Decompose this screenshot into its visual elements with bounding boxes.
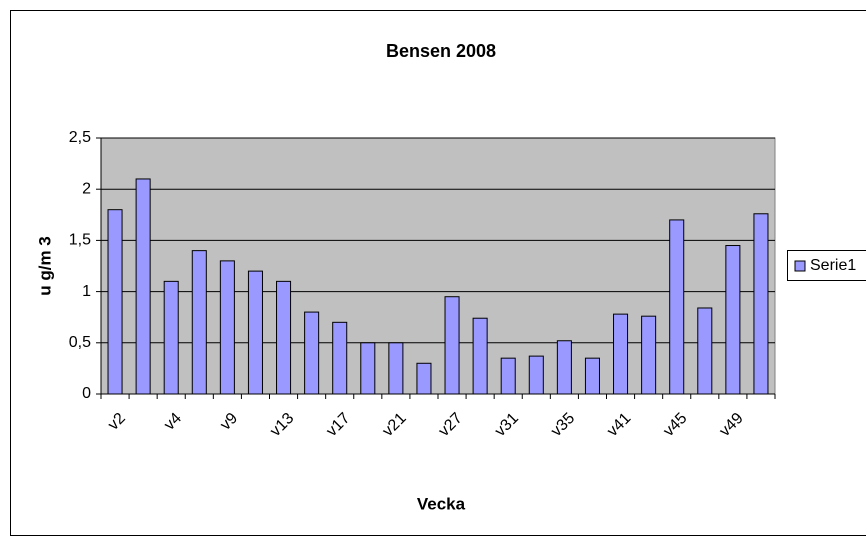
bar — [528, 355, 544, 395]
y-tick-label: 1 — [82, 283, 91, 300]
y-tick-label: 2,5 — [69, 129, 91, 146]
bar — [669, 219, 685, 395]
bar — [163, 280, 179, 395]
bar — [416, 362, 432, 395]
bar — [191, 250, 207, 395]
bar — [500, 357, 516, 395]
y-tick-label: 0 — [82, 385, 91, 402]
bar — [641, 315, 657, 395]
bar — [613, 313, 629, 395]
bar — [304, 311, 320, 395]
legend-swatch — [794, 260, 806, 272]
bar — [360, 342, 376, 395]
bar — [247, 270, 263, 395]
y-tick-label: 0,5 — [69, 334, 91, 351]
bar — [725, 245, 741, 395]
y-tick-label: 2 — [82, 180, 91, 197]
plot-area — [100, 137, 776, 395]
bar — [388, 342, 404, 395]
bar — [584, 357, 600, 395]
x-axis-label: Vecka — [417, 494, 466, 513]
bar — [556, 340, 572, 395]
y-axis-label: u g/m 3 — [35, 236, 54, 296]
bar — [135, 178, 151, 395]
legend-label: Serie1 — [810, 257, 856, 274]
chart-title: Bensen 2008 — [386, 41, 496, 61]
y-tick-label: 1,5 — [69, 232, 91, 249]
bar — [472, 317, 488, 395]
bar — [276, 280, 292, 395]
bar — [753, 213, 769, 395]
bar — [444, 296, 460, 395]
bar — [332, 321, 348, 395]
bar — [107, 209, 123, 395]
bar — [219, 260, 235, 395]
bar — [697, 307, 713, 395]
